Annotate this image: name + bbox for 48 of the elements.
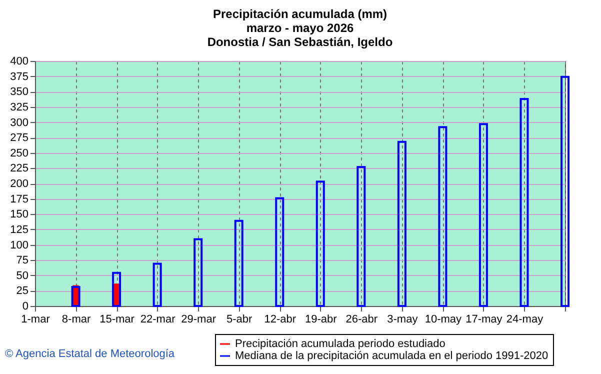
y-tick-label: 100: [10, 239, 28, 252]
y-tick-label: 125: [10, 224, 28, 236]
x-tick-label: 19-abr: [304, 314, 338, 326]
bar: [560, 76, 570, 307]
y-tick-label: 0: [22, 300, 28, 312]
y-tick-label: 350: [10, 86, 28, 98]
bar: [194, 238, 203, 307]
bar: [478, 123, 488, 307]
legend-label: Mediana de la precipitación acumulada en el periodo 1991-2020: [235, 350, 548, 362]
bar: [152, 262, 162, 307]
x-tick-label: 12-abr: [264, 314, 296, 326]
bar: [356, 166, 366, 307]
y-tick-label: 200: [10, 178, 28, 190]
y-tick-label: 250: [10, 147, 28, 160]
y-tick-label: 75: [16, 254, 28, 267]
x-tick-label: 29-mar: [181, 314, 216, 326]
y-tick-label: 275: [10, 132, 28, 144]
x-tick-label: 26-abr: [346, 314, 378, 326]
y-tick-label: 300: [10, 116, 28, 129]
x-tick-label: 10-may: [424, 314, 462, 326]
bar: [112, 272, 122, 307]
x-tick-label: 22-mar: [140, 314, 176, 326]
legend-label: Precipitación acumulada periodo estudiado: [235, 338, 446, 350]
x-tick-label: 24-may: [506, 314, 544, 326]
text: Donostia / San Sebastián, Igeldo: [207, 35, 393, 49]
y-tick-label: 175: [10, 193, 28, 206]
y-tick-label: 50: [16, 270, 28, 282]
y-tick-label: 225: [10, 162, 28, 175]
x-tick-label: 17-may: [466, 314, 503, 326]
bar: [520, 98, 529, 307]
bar: [316, 180, 325, 307]
x-tick-label: 8-mar: [62, 314, 91, 326]
text: Precipitación acumulada (mm): [212, 7, 388, 21]
x-tick-label: 3-may: [387, 314, 418, 326]
text: marzo - mayo 2026: [246, 21, 354, 35]
y-tick-label: 325: [10, 101, 28, 114]
text: © Agencia Estatal de Meteorología: [5, 348, 176, 360]
y-tick-label: 150: [10, 208, 28, 221]
bar: [438, 126, 448, 307]
x-tick-label: 15-mar: [100, 314, 135, 326]
y-tick-label: 400: [10, 56, 28, 68]
x-tick-label: 5-abr: [226, 314, 253, 326]
y-tick-label: 25: [16, 285, 28, 298]
y-tick-label: 375: [10, 70, 28, 83]
bar: [275, 197, 284, 307]
x-tick-label: 1-mar: [21, 314, 50, 326]
bar: [234, 220, 244, 307]
bar: [397, 140, 406, 307]
